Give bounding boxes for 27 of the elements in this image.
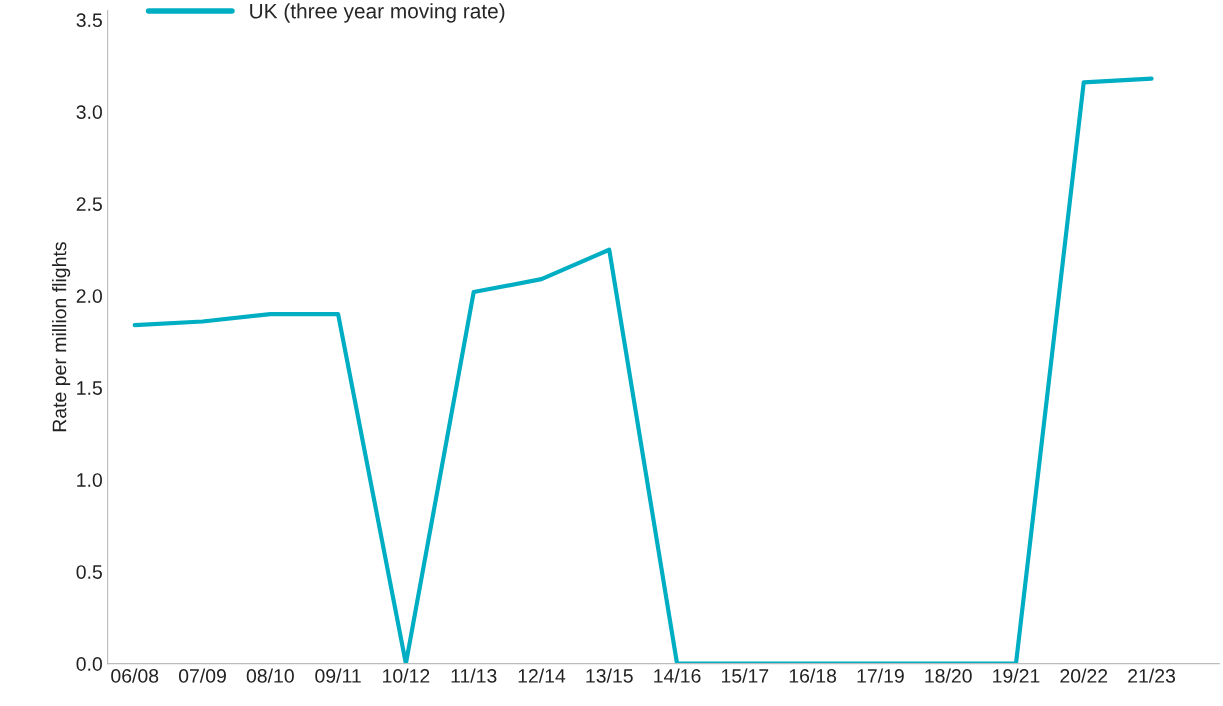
line-series: [132, 76, 1154, 664]
x-tick-label: 16/18: [789, 668, 837, 683]
x-tick-label: 13/15: [586, 668, 633, 683]
y-axis-title: Rate per million flights: [52, 242, 71, 432]
x-tick-label: 08/10: [246, 668, 294, 683]
x-tick-label: 09/11: [315, 668, 361, 683]
x-tick-label: 07/09: [178, 668, 226, 683]
x-tick-label: 10/12: [383, 668, 430, 683]
x-tick-label: 06/08: [111, 668, 159, 683]
y-tick-label: 2.0: [76, 289, 102, 303]
y-tick-label: 1.0: [77, 473, 102, 487]
legend-label: UK (three year moving rate): [250, 3, 505, 23]
x-tick-label: 15/17: [721, 668, 769, 683]
y-tick-label: 3.5: [76, 13, 102, 28]
x-tick-label: 14/16: [654, 668, 701, 683]
x-tick-label: 12/14: [518, 668, 566, 683]
y-tick-label: 0.0: [76, 657, 102, 671]
x-tick-label: 17/19: [857, 668, 904, 683]
x-tick-label: 19/21: [993, 668, 1040, 683]
y-tick-label: 2.5: [76, 197, 102, 211]
y-tick-label: 0.5: [76, 565, 102, 579]
x-tick-label: 11/13: [451, 668, 497, 683]
x-tick-label: 18/20: [925, 668, 972, 683]
x-tick-label: 21/23: [1128, 668, 1176, 683]
y-tick-label: 1.5: [77, 381, 102, 395]
y-tick-label: 3.0: [76, 105, 102, 119]
x-tick-label: 20/22: [1060, 668, 1108, 683]
